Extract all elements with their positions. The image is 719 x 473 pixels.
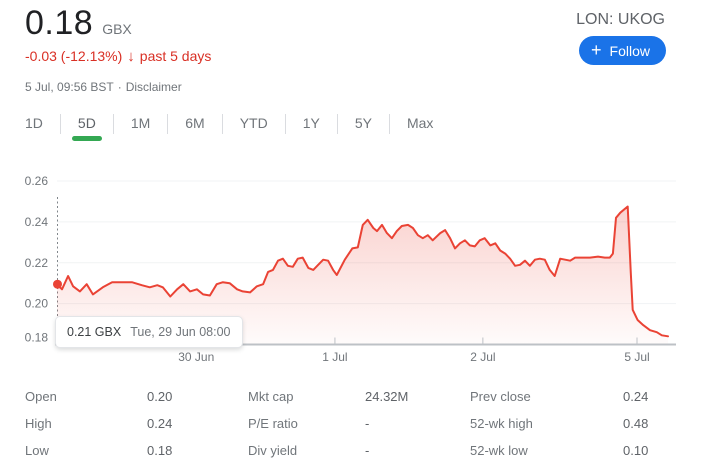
tab-1y[interactable]: 1Y <box>302 115 320 131</box>
stat-value-low: 0.18 <box>147 443 173 458</box>
stat-value-52-wk-low: 0.10 <box>623 443 649 458</box>
stat-label-low: Low <box>25 443 49 458</box>
stat-label-prev-close: Prev close <box>470 389 531 404</box>
change-period: past 5 days <box>139 48 212 64</box>
price-chart[interactable]: 0.26 0.24 0.22 0.20 0.18 30 Jun 1 Jul 2 Jul 5 Ju… <box>0 150 719 375</box>
tab-separator <box>221 113 223 134</box>
tooltip-time: Tue, 29 Jun 08:00 <box>130 325 231 339</box>
price-block: 0.18 GBX <box>25 4 132 43</box>
tooltip-price: 0.21 GBX <box>67 325 122 339</box>
tab-5d[interactable]: 5D <box>61 110 113 137</box>
stat-value-div-yield: - <box>365 443 370 458</box>
tab-max[interactable]: Max <box>406 115 434 131</box>
price-change-row: -0.03 (-12.13%) ↓ past 5 days <box>25 48 211 64</box>
down-arrow-icon: ↓ <box>127 47 135 65</box>
stat-label-52-wk-high: 52-wk high <box>470 416 533 431</box>
tab-1m[interactable]: 1M <box>130 115 151 131</box>
tab-separator <box>284 113 286 134</box>
x-axis-label: 1 Jul <box>322 350 347 364</box>
stat-value-open: 0.20 <box>147 389 173 404</box>
stat-value-high: 0.24 <box>147 416 173 431</box>
start-point-marker <box>53 279 62 289</box>
x-axis-label: 2 Jul <box>470 350 495 364</box>
ticker-symbol: LON: UKOG <box>576 11 665 28</box>
stat-label-div-yield: Div yield <box>248 443 298 458</box>
follow-button[interactable]: + Follow <box>579 36 666 65</box>
tab-6m[interactable]: 6M <box>185 115 205 131</box>
stat-label-52-wk-low: 52-wk low <box>470 443 528 458</box>
tab-separator <box>112 113 114 134</box>
stat-value-p-e-ratio: - <box>365 416 370 431</box>
stat-label-mkt-cap: Mkt cap <box>248 389 294 404</box>
stat-value-52-wk-high: 0.48 <box>623 416 649 431</box>
stats-table: Open 0.20 Mkt cap 24.32M Prev close 0.24 High 0… <box>25 383 694 464</box>
y-axis-label: 0.20 <box>25 297 49 311</box>
tab-1d[interactable]: 1D <box>25 115 43 131</box>
stat-label-open: Open <box>25 389 57 404</box>
plus-icon: + <box>591 40 602 60</box>
x-axis-label: 5 Jul <box>624 350 649 364</box>
price-change: -0.03 (-12.13%) <box>25 48 123 64</box>
stat-label-p-e-ratio: P/E ratio <box>248 416 298 431</box>
quote-meta-row: 5 Jul, 09:56 BST · Disclaimer <box>25 80 182 94</box>
y-axis-label: 0.18 <box>25 331 49 345</box>
range-tabs: 1D 5D 1M 6M YTD 1Y 5Y Max <box>25 110 450 137</box>
currency-label: GBX <box>102 21 132 37</box>
y-axis-label: 0.26 <box>25 174 49 188</box>
tab-5y[interactable]: 5Y <box>354 115 372 131</box>
y-axis-label: 0.24 <box>25 215 49 229</box>
price-chart-svg: 0.26 0.24 0.22 0.20 0.18 30 Jun 1 Jul 2 Jul 5 Ju… <box>25 174 676 364</box>
follow-button-label: Follow <box>609 42 650 59</box>
quote-timestamp: 5 Jul, 09:56 BST <box>25 80 114 94</box>
stat-value-prev-close: 0.24 <box>623 389 649 404</box>
tab-separator <box>167 113 169 134</box>
meta-separator: · <box>117 80 122 94</box>
disclaimer-link[interactable]: Disclaimer <box>125 80 182 94</box>
stat-value-mkt-cap: 24.32M <box>365 389 409 404</box>
tab-ytd[interactable]: YTD <box>239 115 268 131</box>
tab-separator <box>388 113 390 134</box>
tab-separator <box>336 113 338 134</box>
x-axis-label: 30 Jun <box>178 350 214 364</box>
price-line <box>56 205 669 338</box>
current-price: 0.18 <box>25 4 94 42</box>
stat-label-high: High <box>25 416 52 431</box>
chart-tooltip: 0.21 GBX Tue, 29 Jun 08:00 <box>55 316 243 348</box>
y-axis-label: 0.22 <box>25 256 49 270</box>
area-fill <box>57 206 668 345</box>
